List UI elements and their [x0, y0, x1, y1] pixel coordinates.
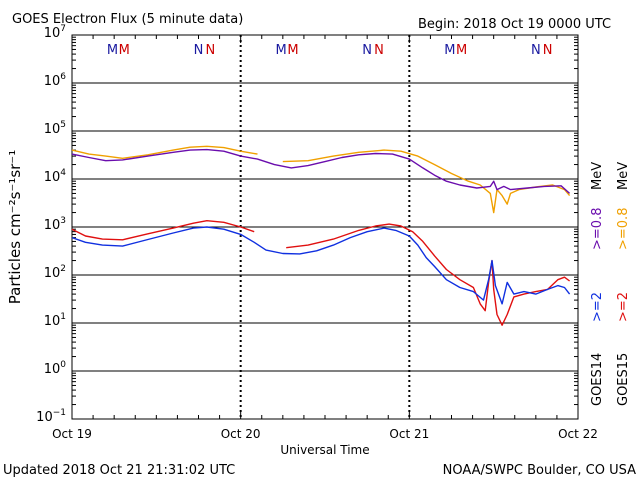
- marker-m: M: [276, 43, 287, 58]
- marker-n: N: [374, 43, 384, 58]
- legend-goes14-mev: MeV: [590, 162, 605, 190]
- begin-time: Begin: 2018 Oct 19 0000 UTC: [418, 17, 611, 32]
- x-tick-label: Oct 21: [389, 427, 429, 441]
- y-tick-label: 102: [44, 264, 66, 281]
- legend: >=2 >=0.8 MeV GOES14 >=2 >=0.8 MeV GOES1…: [590, 162, 631, 406]
- series-goes15-0-8-mev-seg-0: [71, 145, 258, 160]
- y-tick-label: 10−1: [36, 408, 66, 425]
- legend-goes14-ge0p8: >=0.8: [590, 208, 605, 250]
- marker-n: N: [531, 43, 541, 58]
- x-axis-title: Universal Time: [280, 443, 369, 457]
- marker-n: N: [205, 43, 215, 58]
- series-goes15-0-8-mev-seg-1: [282, 149, 571, 214]
- y-axis-labels: 107 106 105 104 103 102 101 100 10−1: [36, 24, 66, 425]
- series-goes14-0-8-mev-seg-0: [71, 148, 571, 194]
- updated-time: Updated 2018 Oct 21 21:31:02 UTC: [3, 463, 235, 478]
- x-axis-ticks: [71, 35, 579, 419]
- x-tick-label: Oct 20: [221, 427, 261, 441]
- x-tick-label: Oct 22: [558, 427, 598, 441]
- y-tick-label: 106: [44, 72, 67, 89]
- legend-goes15-ge0p8: >=0.8: [616, 208, 631, 250]
- y-axis-title: Particles cm⁻²s⁻¹sr⁻¹: [6, 150, 24, 304]
- series-layer: [71, 145, 571, 326]
- marker-m: M: [107, 43, 118, 58]
- marker-n: N: [543, 43, 553, 58]
- marker-m: M: [287, 43, 298, 58]
- y-tick-label: 101: [44, 312, 66, 329]
- legend-goes14-ge2: >=2: [590, 292, 605, 322]
- legend-goes15-mev: MeV: [616, 162, 631, 190]
- y-tick-label: 100: [44, 360, 67, 377]
- legend-goes15-label: GOES15: [616, 353, 631, 406]
- marker-m: M: [119, 43, 130, 58]
- marker-m: M: [444, 43, 455, 58]
- y-tick-label: 104: [44, 168, 67, 185]
- credit: NOAA/SWPC Boulder, CO USA: [443, 463, 636, 478]
- y-axis-ticks: [72, 36, 578, 420]
- y-tick-label: 105: [44, 120, 66, 137]
- marker-n: N: [362, 43, 372, 58]
- marker-m: M: [456, 43, 467, 58]
- x-tick-label: Oct 19: [52, 427, 92, 441]
- legend-goes15-ge2: >=2: [616, 292, 631, 322]
- y-tick-label: 103: [44, 216, 66, 233]
- y-tick-label: 107: [44, 24, 66, 41]
- series-goes14-2-mev-seg-0: [71, 226, 571, 305]
- x-axis-labels: Oct 19 Oct 20 Oct 21 Oct 22: [52, 427, 598, 441]
- series-goes15-2-mev-seg-0: [71, 219, 255, 241]
- chart-title: GOES Electron Flux (5 minute data): [12, 12, 243, 27]
- marker-n: N: [194, 43, 204, 58]
- legend-goes14-label: GOES14: [590, 353, 605, 406]
